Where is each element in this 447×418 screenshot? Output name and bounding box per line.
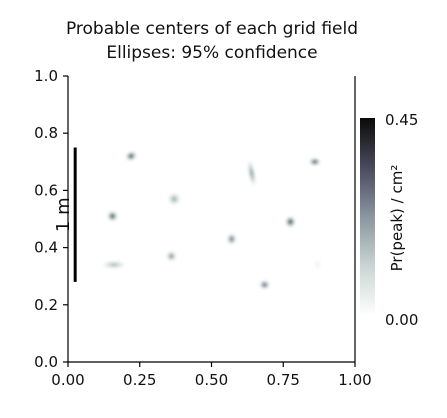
- grid-field-2: [309, 158, 320, 166]
- grid-field-density-ring: [263, 284, 266, 286]
- grid-field-3: [248, 160, 256, 186]
- y-tick-label: 0.8: [34, 124, 58, 142]
- grid-field-7: [227, 233, 236, 245]
- y-tick-label: 0.4: [34, 239, 58, 257]
- plot-area: 1 m: [53, 76, 356, 363]
- grid-field-11: [260, 280, 270, 289]
- scale-bar-label: 1 m: [53, 197, 74, 232]
- x-axis-ticks: 0.00 0.25 0.50 0.75 1.00: [51, 362, 372, 389]
- grid-field-10: [314, 258, 322, 272]
- grid-field-density-ring: [173, 198, 176, 200]
- grid-field-density-ring: [111, 215, 114, 217]
- grid-field-density-ring: [170, 255, 173, 257]
- grid-field-density-ring: [112, 264, 116, 266]
- x-tick-label: 1.00: [338, 371, 371, 389]
- grid-field-8: [166, 251, 176, 261]
- colorbar: 0.45 0.00 Pr(peak) / cm²: [360, 111, 418, 329]
- fields-layer: [102, 151, 322, 289]
- grid-field-6: [285, 216, 296, 228]
- x-tick-label: 0.25: [123, 371, 156, 389]
- y-tick-label: 1.0: [34, 67, 58, 85]
- x-tick-label: 0.75: [267, 371, 300, 389]
- colorbar-label: Pr(peak) / cm²: [388, 165, 406, 272]
- grid-field-4: [168, 193, 180, 205]
- y-tick-label: 0.0: [34, 353, 58, 371]
- x-tick-label: 0.00: [51, 371, 84, 389]
- grid-field-density-ring: [289, 221, 292, 223]
- grid-field-density-ring: [313, 161, 316, 163]
- chart-title: Probable centers of each grid field: [66, 19, 358, 39]
- colorbar-gradient: [360, 118, 375, 316]
- y-tick-label: 0.2: [34, 296, 58, 314]
- grid-field-density-ring: [130, 155, 132, 157]
- grid-field-9: [102, 261, 126, 269]
- grid-field-5: [107, 211, 118, 221]
- grid-field-density-ring: [251, 171, 253, 176]
- y-tick-label: 0.6: [34, 181, 58, 199]
- colorbar-min-label: 0.00: [385, 311, 418, 329]
- colorbar-max-label: 0.45: [385, 111, 418, 129]
- grid-field-density-ring: [317, 263, 319, 266]
- y-axis-ticks: 0.0 0.2 0.4 0.6 0.8 1.0: [34, 67, 68, 371]
- grid-field-1: [126, 151, 137, 161]
- grid-field-density-ring: [230, 238, 233, 240]
- x-tick-label: 0.50: [195, 371, 228, 389]
- chart-subtitle: Ellipses: 95% confidence: [106, 43, 317, 63]
